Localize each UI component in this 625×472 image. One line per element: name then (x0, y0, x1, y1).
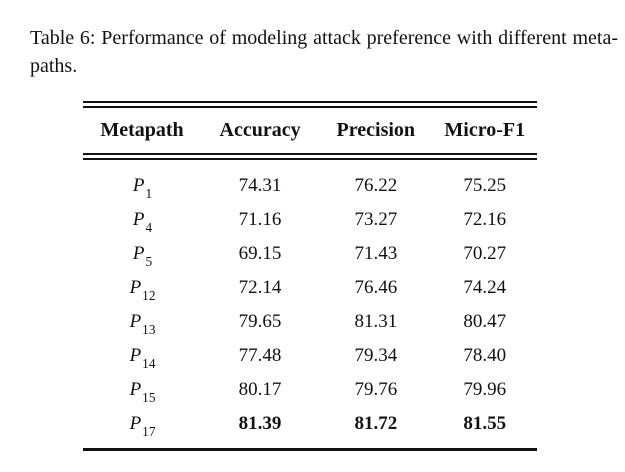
accuracy-cell: 81.39 (238, 413, 282, 434)
table-row: P17 81.39 81.72 81.55 (83, 407, 537, 441)
metapath-cell: P15 (129, 379, 156, 405)
metapath-cell: P14 (129, 345, 156, 371)
metapath-cell: P1 (132, 175, 153, 201)
table-row: P14 77.48 79.34 78.40 (83, 339, 537, 373)
metapath-cell: P12 (129, 277, 156, 303)
metapath-cell: P13 (129, 311, 156, 337)
metapath-cell: P17 (129, 413, 156, 439)
table-row: P12 72.14 76.46 74.24 (83, 271, 537, 305)
table-row: P15 80.17 79.76 79.96 (83, 373, 537, 407)
precision-cell: 81.72 (354, 413, 398, 434)
header-micro-f1: Micro-F1 (444, 119, 526, 141)
accuracy-cell: 77.48 (238, 345, 282, 366)
table-bottom-rule (83, 448, 537, 451)
micro-f1-cell: 72.16 (463, 209, 507, 230)
header-metapath: Metapath (100, 119, 184, 141)
accuracy-cell: 79.65 (238, 311, 282, 332)
metapath-cell: P4 (132, 209, 153, 235)
precision-cell: 73.27 (354, 209, 398, 230)
micro-f1-cell: 75.25 (463, 175, 507, 196)
table-header-rule (83, 153, 537, 160)
table-top-rule (83, 101, 537, 108)
micro-f1-cell: 80.47 (463, 311, 507, 332)
micro-f1-cell: 78.40 (463, 345, 507, 366)
accuracy-cell: 74.31 (238, 175, 282, 196)
metapath-cell: P5 (132, 243, 153, 269)
accuracy-cell: 72.14 (238, 277, 282, 298)
precision-cell: 81.31 (354, 311, 398, 332)
precision-cell: 76.22 (354, 175, 398, 196)
precision-cell: 71.43 (354, 243, 398, 264)
accuracy-cell: 80.17 (238, 379, 282, 400)
micro-f1-cell: 81.55 (463, 413, 507, 434)
precision-cell: 76.46 (354, 277, 398, 298)
micro-f1-cell: 79.96 (463, 379, 507, 400)
table-row: P13 79.65 81.31 80.47 (83, 305, 537, 339)
micro-f1-cell: 74.24 (463, 277, 507, 298)
precision-cell: 79.34 (354, 345, 398, 366)
table-row: P1 74.31 76.22 75.25 (83, 169, 537, 203)
table-body: P1 74.31 76.22 75.25 P4 71.16 73.27 72.16 P5 69.1… (83, 160, 537, 448)
table-caption: Table 6: Performance of modeling attack … (30, 27, 618, 77)
accuracy-cell: 69.15 (238, 243, 282, 264)
header-accuracy: Accuracy (219, 119, 301, 141)
header-precision: Precision (336, 119, 416, 141)
micro-f1-cell: 70.27 (463, 243, 507, 264)
accuracy-cell: 71.16 (238, 209, 282, 230)
performance-table: Metapath Accuracy Precision Micro-F1 P1 7… (83, 101, 537, 451)
table-row: P5 69.15 71.43 70.27 (83, 237, 537, 271)
table-header-row: Metapath Accuracy Precision Micro-F1 (83, 108, 537, 153)
table-row: P4 71.16 73.27 72.16 (83, 203, 537, 237)
precision-cell: 79.76 (354, 379, 398, 400)
